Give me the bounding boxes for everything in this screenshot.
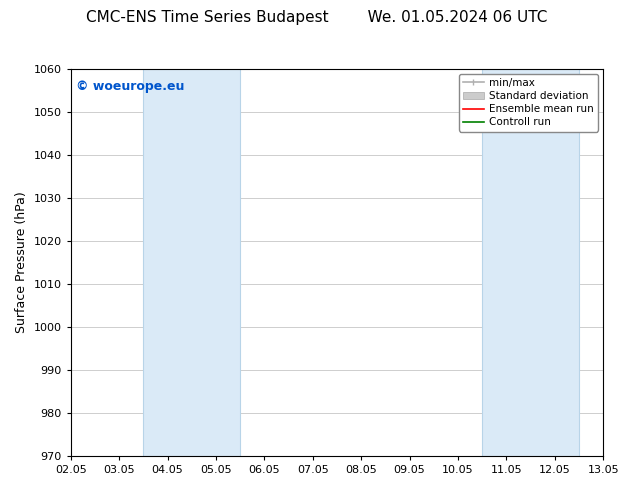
Bar [482, 69, 579, 456]
Bar [143, 69, 240, 456]
Legend: min/max, Standard deviation, Ensemble mean run, Controll run: min/max, Standard deviation, Ensemble me… [459, 74, 598, 131]
Y-axis label: Surface Pressure (hPa): Surface Pressure (hPa) [15, 192, 28, 333]
Text: © woeurope.eu: © woeurope.eu [76, 80, 184, 93]
Text: CMC-ENS Time Series Budapest        We. 01.05.2024 06 UTC: CMC-ENS Time Series Budapest We. 01.05.2… [86, 10, 548, 25]
